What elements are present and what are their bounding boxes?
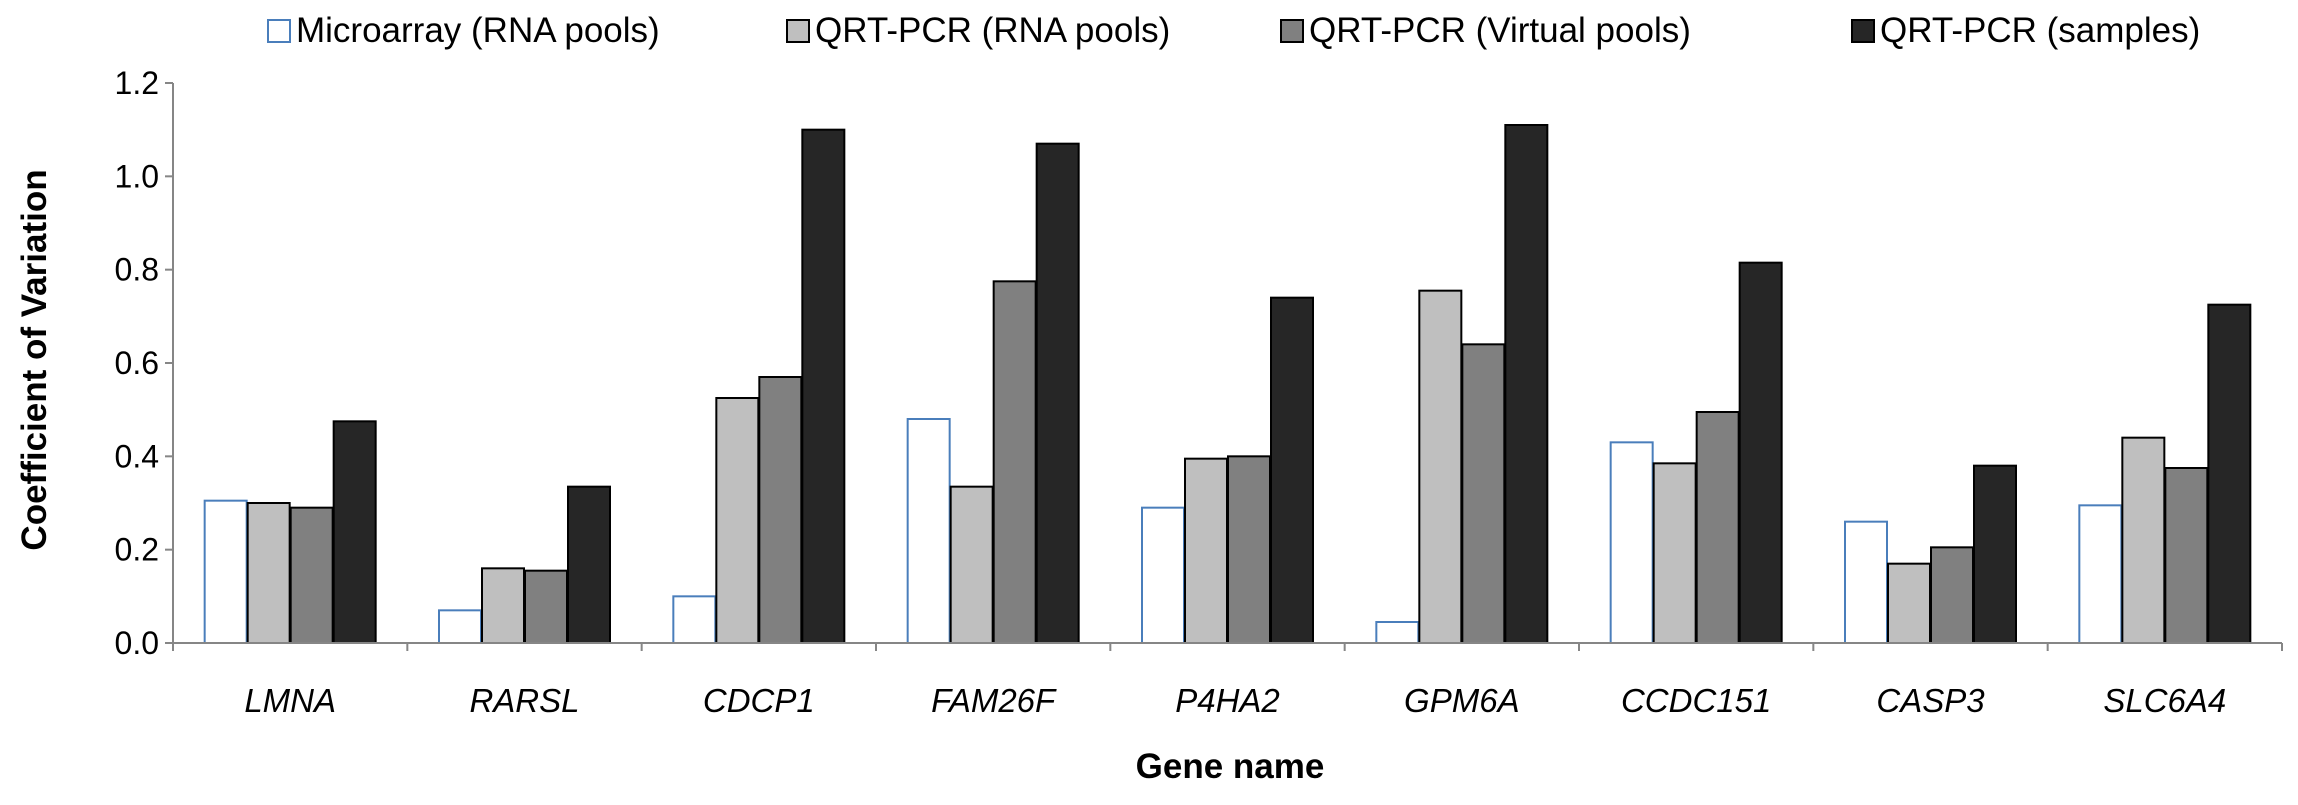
y-tick-label: 0.0 bbox=[115, 625, 159, 661]
legend-item-qrt-pcr-samples: QRT-PCR (samples) bbox=[1851, 11, 2200, 50]
bar-qrt-pcr-virtual-pools-fam26f bbox=[992, 280, 1037, 644]
x-tick-label-ccdc151: CCDC151 bbox=[1621, 682, 1771, 719]
x-axis-title: Gene name bbox=[1136, 747, 1325, 786]
bar-qrt-pcr-rna-pools-ccdc151 bbox=[1652, 462, 1697, 645]
legend-item-qrt-pcr-rna-pools: QRT-PCR (RNA pools) bbox=[786, 11, 1170, 50]
legend-swatch bbox=[1851, 19, 1875, 43]
y-tick-label: 1.0 bbox=[115, 158, 159, 194]
x-tick-label-p4ha2: P4HA2 bbox=[1175, 682, 1280, 719]
legend-item-microarray-rna-pools: Microarray (RNA pools) bbox=[267, 11, 660, 50]
legend-label: QRT-PCR (RNA pools) bbox=[815, 11, 1170, 50]
legend-label: QRT-PCR (samples) bbox=[1880, 11, 2200, 50]
bar-microarray-rna-pools-p4ha2 bbox=[1141, 506, 1185, 644]
legend: Microarray (RNA pools) QRT-PCR (RNA pools… bbox=[267, 11, 2200, 50]
x-tick-label-rarsl: RARSL bbox=[469, 682, 579, 719]
bar-qrt-pcr-samples-lmna bbox=[332, 420, 377, 645]
bar-qrt-pcr-virtual-pools-ccdc151 bbox=[1695, 411, 1740, 644]
y-tick-label: 0.8 bbox=[115, 252, 159, 288]
bar-qrt-pcr-virtual-pools-slc6a4 bbox=[2164, 467, 2209, 644]
bar-qrt-pcr-samples-slc6a4 bbox=[2207, 303, 2252, 644]
bar-qrt-pcr-rna-pools-p4ha2 bbox=[1184, 457, 1228, 644]
x-tick-label-slc6a4: SLC6A4 bbox=[2103, 682, 2226, 719]
bar-qrt-pcr-samples-gpm6a bbox=[1504, 124, 1549, 644]
y-axis-title: Coefficient of Variation bbox=[15, 169, 54, 550]
bar-microarray-rna-pools-casp3 bbox=[1844, 520, 1888, 645]
y-tick-label: 1.2 bbox=[115, 65, 159, 101]
bar-qrt-pcr-samples-ccdc151 bbox=[1738, 261, 1783, 644]
bar-microarray-rna-pools-fam26f bbox=[906, 418, 951, 644]
y-tick-label: 0.4 bbox=[115, 438, 159, 474]
legend-label: QRT-PCR (Virtual pools) bbox=[1309, 11, 1691, 50]
bar-qrt-pcr-rna-pools-gpm6a bbox=[1418, 289, 1463, 644]
bar-microarray-rna-pools-ccdc151 bbox=[1609, 441, 1654, 645]
legend-label: Microarray (RNA pools) bbox=[296, 11, 660, 50]
x-axis: LMNA RARSL CDCP1 FAM26F P4HA2 GPM6A CCDC151 CAS… bbox=[172, 642, 2283, 719]
bar-qrt-pcr-virtual-pools-rarsl bbox=[524, 569, 568, 645]
bar-qrt-pcr-virtual-pools-lmna bbox=[289, 506, 334, 644]
bar-qrt-pcr-samples-p4ha2 bbox=[1270, 296, 1314, 644]
bar-qrt-pcr-samples-casp3 bbox=[1973, 464, 2017, 644]
bar-qrt-pcr-virtual-pools-casp3 bbox=[1930, 546, 1974, 644]
y-tick-label: 0.2 bbox=[115, 532, 159, 568]
bar-qrt-pcr-samples-fam26f bbox=[1035, 142, 1080, 645]
bar-microarray-rna-pools-cdcp1 bbox=[672, 595, 717, 644]
bar-qrt-pcr-rna-pools-cdcp1 bbox=[715, 397, 760, 644]
bar-microarray-rna-pools-rarsl bbox=[438, 609, 482, 644]
y-axis: 0.0 0.2 0.4 0.6 0.8 1.0 1.2 bbox=[115, 65, 174, 661]
bar-qrt-pcr-virtual-pools-p4ha2 bbox=[1227, 455, 1271, 645]
x-tick-label-casp3: CASP3 bbox=[1876, 682, 1985, 719]
bar-qrt-pcr-rna-pools-slc6a4 bbox=[2121, 436, 2166, 644]
x-tick-label-fam26f: FAM26F bbox=[931, 682, 1057, 719]
bar-microarray-rna-pools-gpm6a bbox=[1375, 621, 1420, 644]
bar-qrt-pcr-rna-pools-fam26f bbox=[949, 485, 994, 644]
bar-qrt-pcr-rna-pools-rarsl bbox=[481, 567, 525, 644]
legend-swatch bbox=[786, 19, 810, 43]
bar-microarray-rna-pools-lmna bbox=[203, 499, 248, 644]
legend-swatch bbox=[1280, 19, 1304, 43]
plot-area bbox=[203, 124, 2252, 645]
bar-qrt-pcr-rna-pools-casp3 bbox=[1887, 562, 1931, 645]
bar-qrt-pcr-rna-pools-lmna bbox=[246, 502, 291, 644]
bar-qrt-pcr-virtual-pools-cdcp1 bbox=[758, 376, 803, 644]
bar-qrt-pcr-virtual-pools-gpm6a bbox=[1461, 343, 1506, 644]
x-tick-label-lmna: LMNA bbox=[244, 682, 336, 719]
y-tick-label: 0.6 bbox=[115, 345, 159, 381]
legend-swatch bbox=[267, 19, 291, 43]
bar-qrt-pcr-samples-cdcp1 bbox=[801, 128, 846, 644]
legend-item-qrt-pcr-virtual-pools: QRT-PCR (Virtual pools) bbox=[1280, 11, 1691, 50]
bar-qrt-pcr-samples-rarsl bbox=[567, 485, 611, 644]
x-tick-label-cdcp1: CDCP1 bbox=[703, 682, 815, 719]
x-tick-label-gpm6a: GPM6A bbox=[1404, 682, 1520, 719]
bar-microarray-rna-pools-slc6a4 bbox=[2078, 504, 2123, 645]
